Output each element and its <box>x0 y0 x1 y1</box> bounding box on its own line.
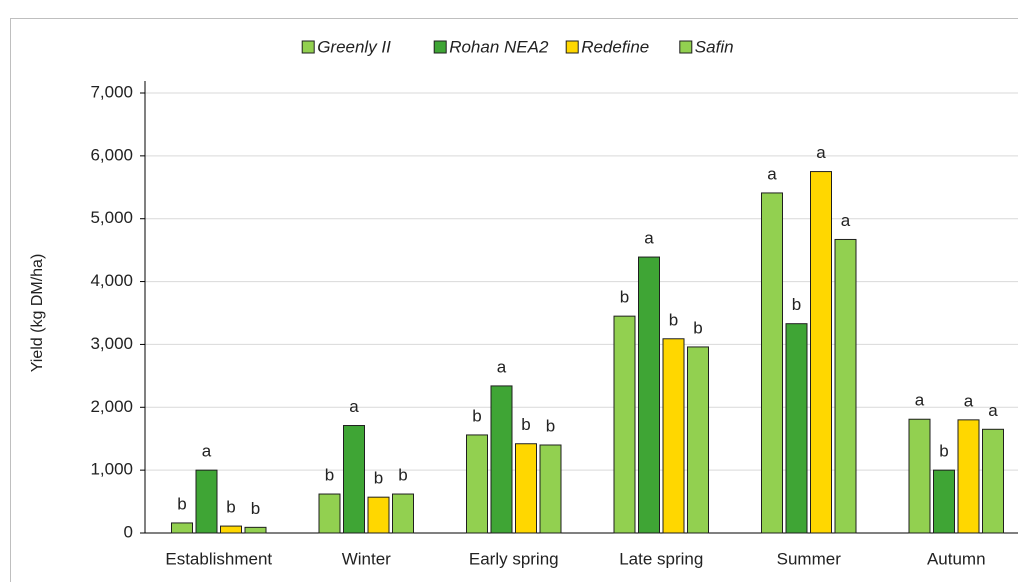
significance-letter: b <box>325 466 334 485</box>
bar <box>343 425 365 534</box>
bar <box>171 522 193 534</box>
significance-letter: b <box>472 406 481 425</box>
bar <box>613 315 636 534</box>
significance-letter: b <box>398 466 407 485</box>
y-tick-label: 7,000 <box>90 82 133 101</box>
chart-frame <box>10 18 1018 582</box>
y-tick-label: 5,000 <box>90 208 133 227</box>
x-tick-label: Autumn <box>927 549 986 568</box>
bar <box>220 525 242 534</box>
significance-letter: a <box>497 357 507 376</box>
bar <box>638 256 660 534</box>
y-axis-title: Yield (kg DM/ha) <box>29 254 46 373</box>
bar <box>761 192 783 534</box>
y-tick-label: 4,000 <box>90 271 133 290</box>
significance-letter: b <box>546 416 555 435</box>
x-tick-label: Establishment <box>165 549 272 568</box>
y-tick-label: 1,000 <box>90 460 133 479</box>
bar <box>466 434 488 534</box>
significance-letter: b <box>939 442 948 461</box>
bar <box>834 238 857 534</box>
bar <box>957 419 980 534</box>
legend: Greenly II Rohan NEA2 Redefine Safin <box>301 37 734 56</box>
x-tick-label: Early spring <box>469 549 559 568</box>
significance-letter: b <box>693 318 702 337</box>
bar <box>810 171 832 534</box>
bar <box>933 469 955 534</box>
y-tick-label: 0 <box>124 522 133 541</box>
legend-swatch <box>679 40 693 54</box>
significance-letter: a <box>915 391 925 410</box>
bar <box>785 323 808 534</box>
y-tick-label: 2,000 <box>90 397 133 416</box>
significance-letter: a <box>964 391 974 410</box>
x-tick-label: Summer <box>777 549 842 568</box>
significance-letter: b <box>177 494 186 513</box>
significance-letter: b <box>792 295 801 314</box>
legend-swatch <box>301 40 315 54</box>
legend-label: Redefine <box>581 37 649 56</box>
significance-letter: a <box>349 397 359 416</box>
significance-letter: a <box>841 211 851 230</box>
significance-letter: a <box>767 164 777 183</box>
x-tick-label: Winter <box>342 549 391 568</box>
bar <box>244 526 267 534</box>
legend-label: Rohan NEA2 <box>449 37 549 56</box>
legend-label: Greenly II <box>317 37 391 56</box>
bar <box>908 418 931 534</box>
y-tick-label: 3,000 <box>90 334 133 353</box>
legend-swatch <box>433 40 447 54</box>
bar <box>195 469 218 534</box>
bar <box>982 428 1004 534</box>
bar <box>318 493 341 534</box>
significance-letter: b <box>226 498 235 517</box>
bar <box>662 338 685 534</box>
legend-swatch <box>565 40 579 54</box>
significance-letter: a <box>644 229 654 248</box>
bar <box>687 346 709 534</box>
significance-letter: b <box>620 288 629 307</box>
bar <box>490 385 513 534</box>
bar <box>392 493 414 534</box>
y-tick-label: 6,000 <box>90 145 133 164</box>
bar <box>515 443 537 534</box>
legend-label: Safin <box>695 37 734 56</box>
x-tick-label: Late spring <box>619 549 703 568</box>
bar <box>367 496 390 534</box>
significance-letter: b <box>669 310 678 329</box>
bar <box>539 444 562 534</box>
significance-letter: b <box>374 469 383 488</box>
significance-letter: b <box>521 415 530 434</box>
significance-letter: a <box>816 143 826 162</box>
significance-letter: b <box>251 499 260 518</box>
significance-letter: a <box>202 442 212 461</box>
significance-letter: a <box>988 401 998 420</box>
